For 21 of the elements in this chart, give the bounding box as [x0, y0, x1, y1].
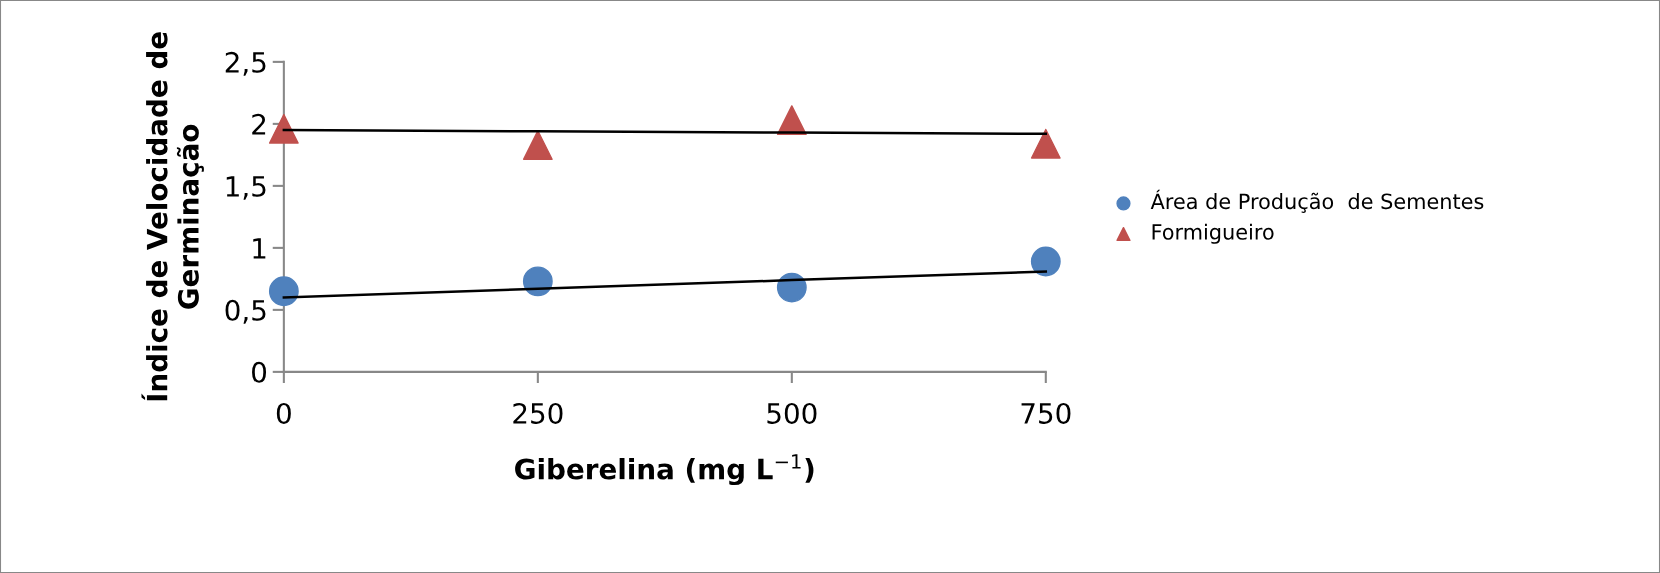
y-tick-label: 1	[253, 238, 266, 259]
legend-label: Área de Produção de Sementes	[1150, 189, 1484, 213]
x-tick-label: 500	[767, 402, 817, 424]
point	[776, 272, 807, 303]
x-tick-label: 750	[1021, 402, 1071, 424]
y-tick-label: 2	[252, 113, 266, 135]
point	[522, 130, 553, 160]
point	[1030, 128, 1061, 159]
point	[268, 276, 299, 307]
x-tick-label: 0	[276, 402, 291, 424]
point	[522, 266, 553, 297]
x-tick-label: 250	[513, 402, 563, 424]
point	[268, 113, 299, 144]
y-tick-label: 0,5	[225, 299, 266, 324]
y-tick-label: 1,5	[226, 176, 266, 200]
point	[1030, 246, 1061, 277]
x-axis-title: Giberelina (mg L$^{−1}$)	[515, 454, 814, 486]
legend-label: Formigueiro	[1152, 223, 1274, 244]
y-axis-title: Índice de Velocidade de Germinação	[141, 32, 204, 401]
y-tick-label: 0	[252, 361, 267, 383]
y-tick-label: 2,5	[225, 51, 266, 76]
